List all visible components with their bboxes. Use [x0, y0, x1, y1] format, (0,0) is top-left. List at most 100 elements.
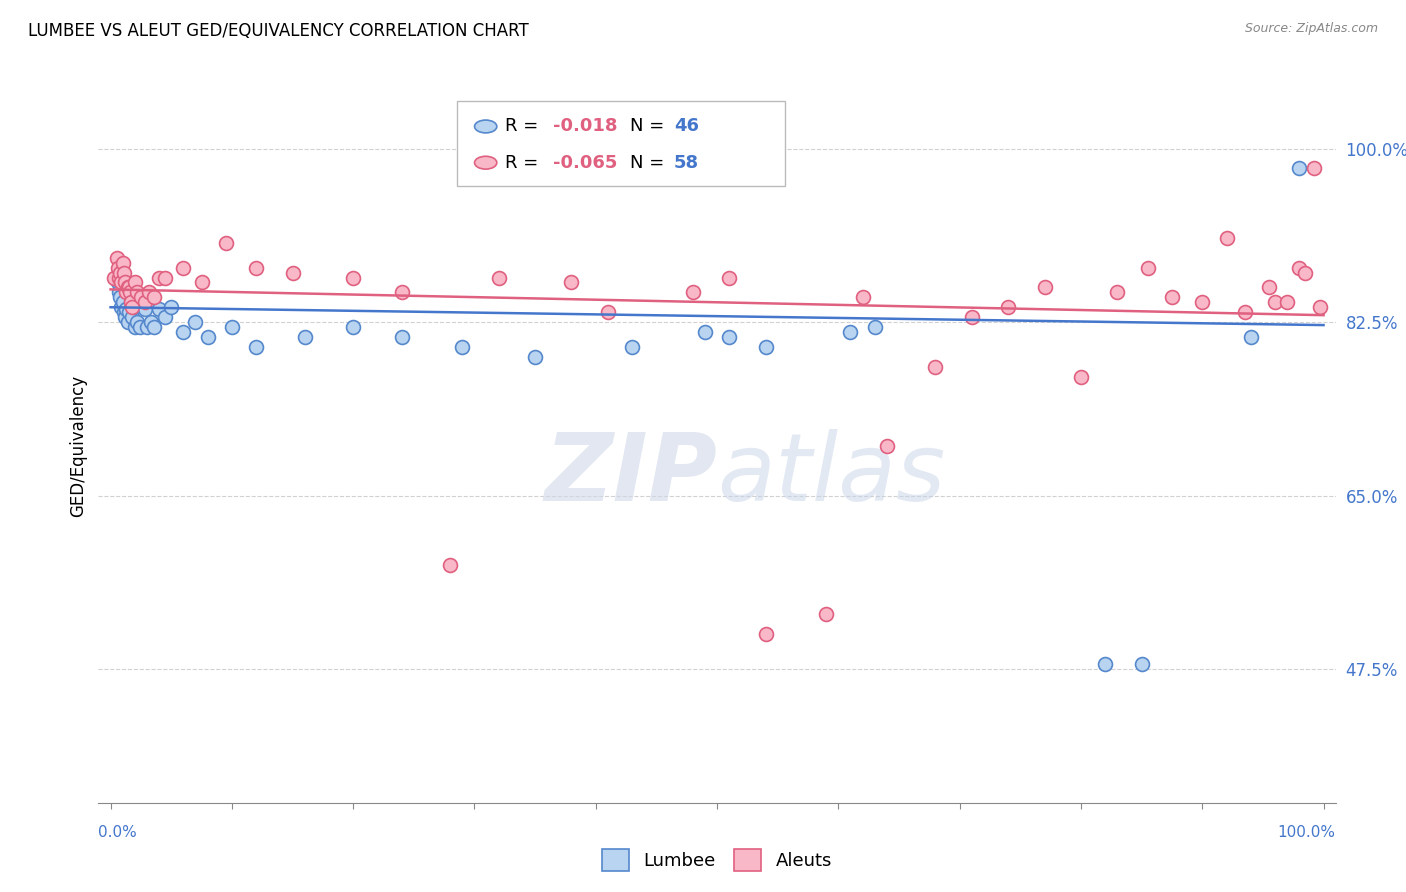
- Point: [134, 302, 156, 317]
- Point: [1107, 285, 1129, 300]
- Point: [112, 305, 135, 319]
- Point: [221, 320, 243, 334]
- Point: [391, 330, 413, 344]
- Point: [215, 235, 238, 250]
- Point: [103, 270, 125, 285]
- Text: atlas: atlas: [717, 429, 945, 520]
- Point: [131, 295, 153, 310]
- Point: [1302, 161, 1324, 176]
- Y-axis label: GED/Equivalency: GED/Equivalency: [69, 375, 87, 517]
- Text: ZIP: ZIP: [544, 428, 717, 521]
- Point: [1258, 280, 1281, 294]
- Point: [121, 310, 143, 325]
- Point: [1033, 280, 1056, 294]
- Point: [105, 251, 128, 265]
- Point: [128, 320, 150, 334]
- Point: [1136, 260, 1159, 275]
- Point: [1070, 369, 1092, 384]
- Point: [621, 340, 644, 354]
- Text: LUMBEE VS ALEUT GED/EQUIVALENCY CORRELATION CHART: LUMBEE VS ALEUT GED/EQUIVALENCY CORRELAT…: [28, 22, 529, 40]
- Point: [134, 295, 156, 310]
- Point: [439, 558, 461, 572]
- Point: [111, 295, 134, 310]
- Point: [114, 310, 136, 325]
- Point: [110, 266, 132, 280]
- Legend: Lumbee, Aleuts: Lumbee, Aleuts: [595, 842, 839, 879]
- Point: [1294, 266, 1316, 280]
- Point: [245, 260, 267, 275]
- Point: [281, 266, 304, 280]
- Text: Source: ZipAtlas.com: Source: ZipAtlas.com: [1244, 22, 1378, 36]
- Point: [197, 330, 219, 344]
- Point: [1240, 330, 1263, 344]
- Point: [118, 285, 141, 300]
- Point: [693, 325, 716, 339]
- Point: [245, 340, 267, 354]
- Point: [121, 300, 143, 314]
- Point: [118, 280, 141, 294]
- Point: [960, 310, 983, 325]
- Point: [718, 330, 741, 344]
- Point: [451, 340, 474, 354]
- Point: [153, 310, 176, 325]
- Point: [1288, 161, 1310, 176]
- Point: [755, 340, 778, 354]
- Point: [117, 280, 139, 294]
- Point: [127, 285, 149, 300]
- Text: 0.0%: 0.0%: [98, 825, 138, 840]
- Point: [136, 320, 159, 334]
- Text: N =: N =: [630, 153, 671, 171]
- Text: R =: R =: [506, 153, 544, 171]
- Point: [876, 439, 898, 453]
- Point: [107, 260, 129, 275]
- Point: [110, 290, 132, 304]
- Point: [172, 260, 194, 275]
- Point: [852, 290, 875, 304]
- Circle shape: [475, 120, 496, 133]
- Point: [172, 325, 194, 339]
- Text: R =: R =: [506, 118, 544, 136]
- Point: [127, 315, 149, 329]
- Point: [124, 320, 146, 334]
- Point: [114, 276, 136, 290]
- Point: [117, 315, 139, 329]
- Point: [1309, 300, 1331, 314]
- Point: [342, 270, 364, 285]
- Text: N =: N =: [630, 118, 671, 136]
- Text: 46: 46: [673, 118, 699, 136]
- Point: [108, 270, 131, 285]
- Point: [143, 290, 166, 304]
- Point: [118, 285, 141, 300]
- FancyBboxPatch shape: [457, 102, 785, 186]
- Text: -0.065: -0.065: [553, 153, 617, 171]
- Point: [143, 320, 166, 334]
- Point: [863, 320, 886, 334]
- Point: [110, 300, 132, 314]
- Point: [139, 315, 162, 329]
- Circle shape: [475, 156, 496, 169]
- Point: [112, 266, 135, 280]
- Point: [718, 270, 741, 285]
- Point: [294, 330, 316, 344]
- Point: [596, 305, 619, 319]
- Point: [1130, 657, 1153, 671]
- Point: [1288, 260, 1310, 275]
- Text: 100.0%: 100.0%: [1278, 825, 1336, 840]
- Point: [1264, 295, 1286, 310]
- Point: [110, 276, 132, 290]
- Point: [160, 300, 183, 314]
- Point: [104, 270, 127, 285]
- Text: -0.018: -0.018: [553, 118, 617, 136]
- Point: [839, 325, 862, 339]
- Point: [122, 300, 145, 314]
- Point: [115, 285, 138, 300]
- Point: [111, 255, 134, 269]
- Point: [1275, 295, 1298, 310]
- Point: [1215, 231, 1237, 245]
- Point: [488, 270, 510, 285]
- Point: [997, 300, 1019, 314]
- Point: [129, 290, 152, 304]
- Point: [108, 285, 131, 300]
- Point: [560, 276, 582, 290]
- Point: [148, 302, 170, 317]
